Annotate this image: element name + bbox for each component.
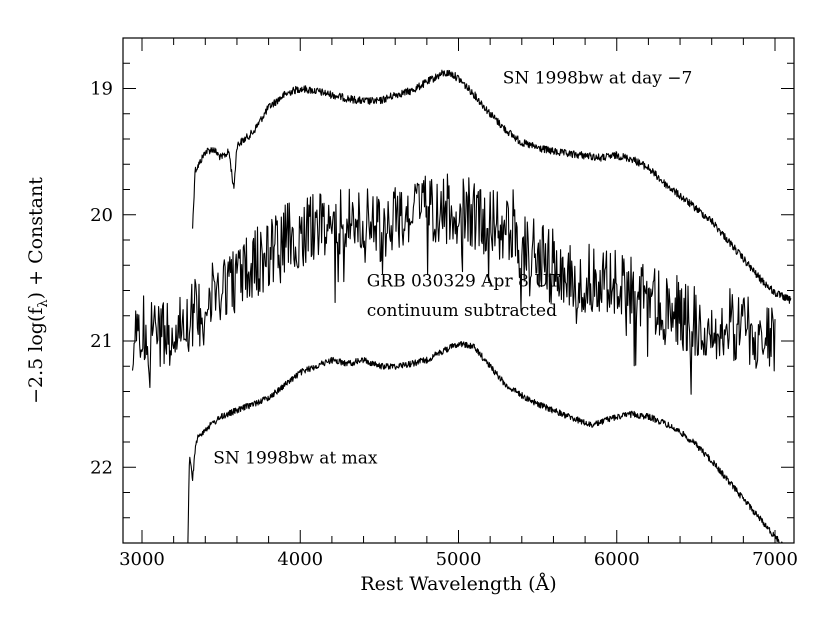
y-axis-title-pre: −2.5 log(f bbox=[25, 306, 47, 404]
series-line-3 bbox=[187, 341, 783, 544]
y-axis-title: −2.5 log(fλ) + Constant bbox=[25, 177, 51, 404]
annotation-layer: SN 1998bw at day −7 GRB 030329 Apr 8 UT co… bbox=[213, 68, 692, 468]
y-tick-label: 19 bbox=[90, 79, 113, 100]
series-line-1 bbox=[192, 69, 792, 304]
x-tick-label: 7000 bbox=[752, 549, 798, 570]
x-tick-label: 4000 bbox=[277, 549, 323, 570]
y-tick-label: 21 bbox=[90, 331, 113, 352]
annotation-2: GRB 030329 Apr 8 UT bbox=[367, 272, 561, 292]
x-tick-label: 6000 bbox=[594, 549, 640, 570]
annotation-1: SN 1998bw at day −7 bbox=[503, 68, 692, 88]
series-line-2 bbox=[131, 173, 776, 395]
y-axis-title-sub: λ bbox=[36, 299, 51, 307]
x-axis-title: Rest Wavelength (Å) bbox=[360, 573, 556, 595]
series-layer bbox=[131, 69, 792, 544]
y-tick-label: 22 bbox=[90, 457, 113, 478]
x-tick-label: 3000 bbox=[119, 549, 165, 570]
y-axis-title-post: ) + Constant bbox=[25, 177, 47, 300]
x-tick-label: 5000 bbox=[436, 549, 482, 570]
annotation-3: continuum subtracted bbox=[367, 301, 557, 321]
axes-layer: 3000 4000 5000 6000 7000 19 20 21 22 bbox=[90, 37, 798, 570]
y-tick-label: 20 bbox=[90, 205, 113, 226]
annotation-4: SN 1998bw at max bbox=[213, 448, 378, 468]
